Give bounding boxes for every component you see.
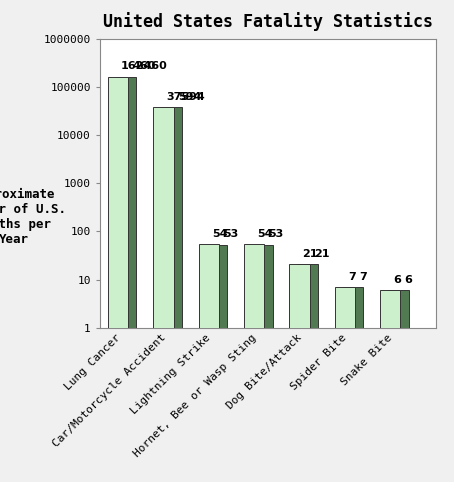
Bar — [153, 107, 173, 482]
Text: 460: 460 — [132, 61, 156, 71]
Bar — [244, 244, 264, 482]
Bar — [198, 244, 219, 482]
Text: 54: 54 — [257, 229, 273, 239]
Bar — [343, 287, 363, 482]
Text: 6: 6 — [393, 275, 401, 285]
Bar — [289, 264, 310, 482]
Bar — [116, 77, 136, 482]
Text: 54: 54 — [212, 229, 227, 239]
Text: 162460: 162460 — [121, 61, 168, 71]
Text: 7: 7 — [359, 271, 367, 281]
Text: Approximate
Number of U.S.
Deaths per
Year: Approximate Number of U.S. Deaths per Ye… — [0, 188, 66, 246]
Bar — [108, 77, 128, 482]
Text: 53: 53 — [268, 229, 284, 239]
Text: 21: 21 — [302, 249, 318, 258]
Bar — [297, 264, 318, 482]
Bar — [388, 290, 409, 482]
Bar — [207, 245, 227, 482]
Text: 37594: 37594 — [167, 92, 205, 102]
Text: 594: 594 — [178, 92, 201, 102]
Bar — [380, 290, 400, 482]
Text: 6: 6 — [405, 275, 412, 285]
Text: 53: 53 — [223, 229, 238, 239]
Text: 7: 7 — [348, 271, 355, 281]
Title: United States Fatality Statistics: United States Fatality Statistics — [103, 13, 433, 31]
Text: 21: 21 — [314, 249, 329, 258]
Bar — [161, 107, 182, 482]
Bar — [335, 287, 355, 482]
Bar — [252, 245, 272, 482]
